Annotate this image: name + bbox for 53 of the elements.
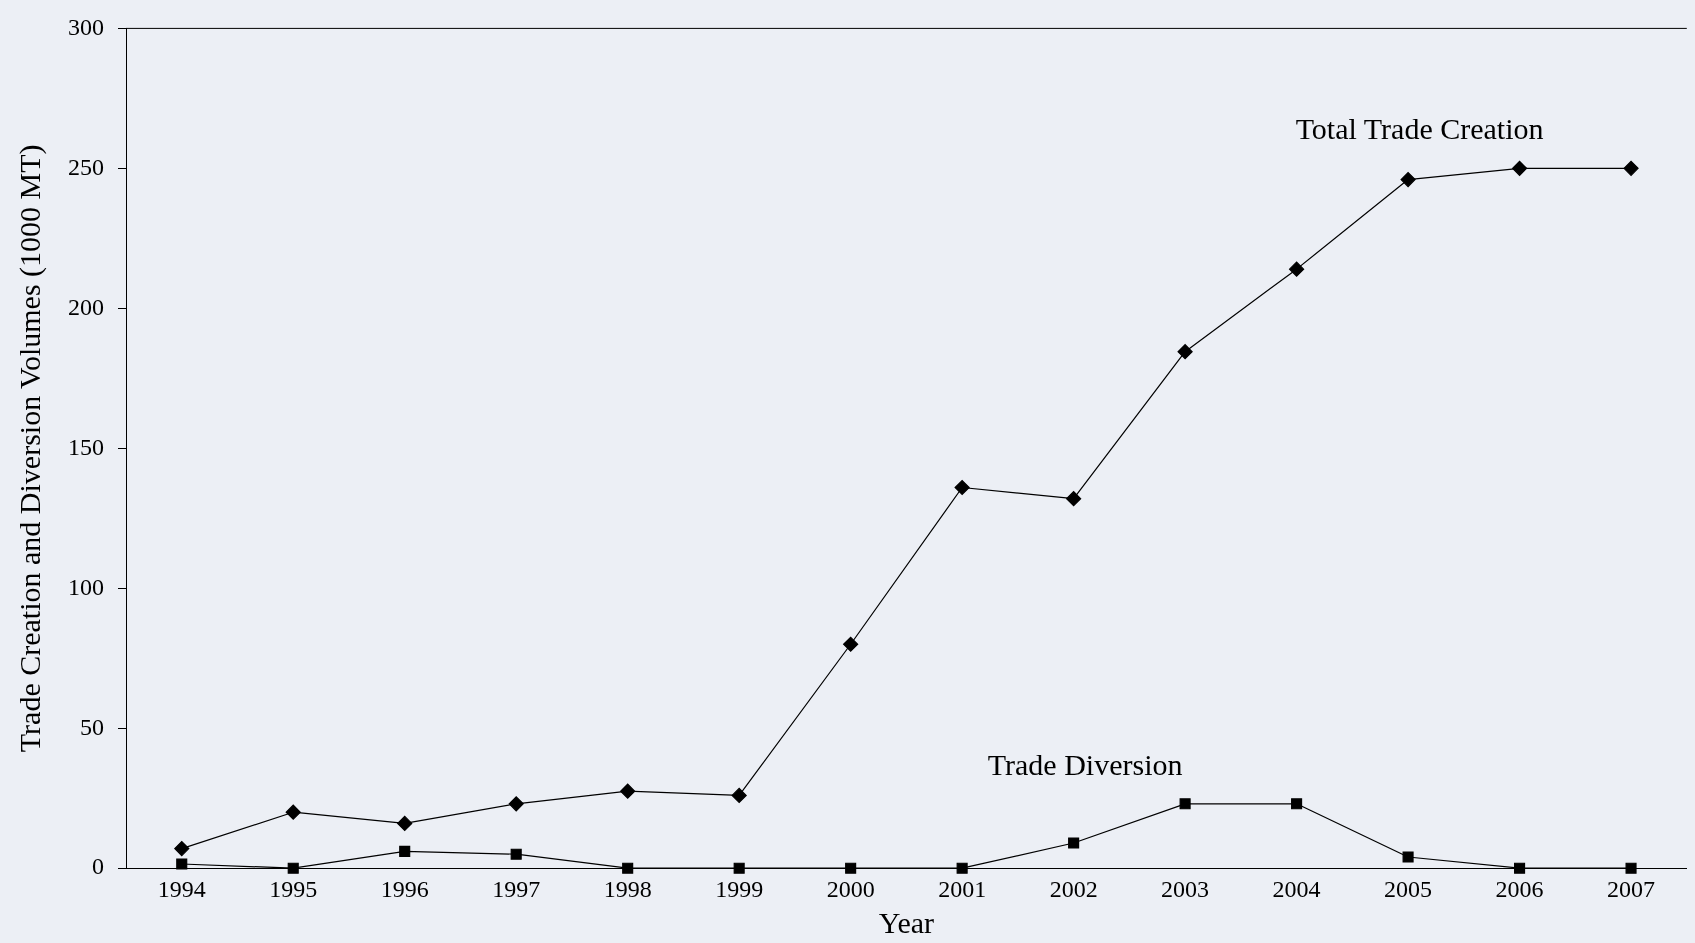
point	[1400, 171, 1416, 188]
point	[1066, 491, 1082, 507]
x-tick-label: 1996	[380, 875, 429, 902]
point	[1511, 160, 1528, 176]
point	[285, 804, 301, 820]
point	[1291, 798, 1303, 810]
point	[733, 862, 745, 874]
y-tick-label: 0	[92, 853, 104, 880]
point	[1625, 862, 1637, 874]
point	[622, 862, 634, 874]
point	[287, 862, 299, 874]
point	[174, 841, 190, 857]
series-label: Trade Diversion	[987, 747, 1183, 781]
point	[845, 862, 857, 874]
point	[843, 636, 859, 652]
point	[397, 815, 413, 832]
point	[510, 848, 522, 860]
x-tick-label: 2002	[1049, 875, 1098, 902]
x-tick-label: 2004	[1272, 875, 1321, 902]
point	[1402, 851, 1414, 863]
y-tick-label: 50	[80, 713, 104, 740]
point	[176, 858, 188, 870]
y-tick-label: 250	[68, 153, 104, 180]
x-tick-label: 2006	[1495, 875, 1544, 902]
x-tick-label: 1998	[603, 875, 652, 902]
x-tick-label: 2000	[826, 875, 875, 902]
y-tick-label: 150	[68, 433, 104, 460]
point	[731, 787, 747, 804]
y-tick-label: 300	[68, 13, 104, 40]
y-axis-title: Trade Creation and Diversion Volumes (1000 MT)	[12, 144, 47, 753]
point	[1068, 837, 1080, 849]
point	[956, 862, 968, 874]
y-tick-label: 100	[68, 573, 104, 600]
point	[1514, 862, 1526, 874]
point	[1177, 344, 1193, 360]
x-axis-title: Year	[878, 905, 935, 939]
point	[620, 783, 636, 799]
x-tick-label: 2005	[1384, 875, 1433, 902]
point	[1623, 160, 1639, 176]
point	[1179, 798, 1191, 810]
series-label: Total Trade Creation	[1295, 112, 1544, 146]
x-tick-label: 2001	[938, 875, 987, 902]
point	[508, 796, 524, 812]
x-tick-label: 1997	[492, 875, 541, 902]
y-tick-label: 200	[68, 293, 104, 320]
x-tick-label: 1995	[269, 875, 318, 902]
point	[954, 479, 970, 496]
point	[399, 845, 411, 857]
x-tick-label: 2003	[1161, 875, 1210, 902]
x-tick-label: 1994	[157, 875, 206, 902]
x-tick-label: 2007	[1607, 875, 1656, 902]
point	[1289, 261, 1305, 277]
x-tick-label: 1999	[715, 875, 764, 902]
